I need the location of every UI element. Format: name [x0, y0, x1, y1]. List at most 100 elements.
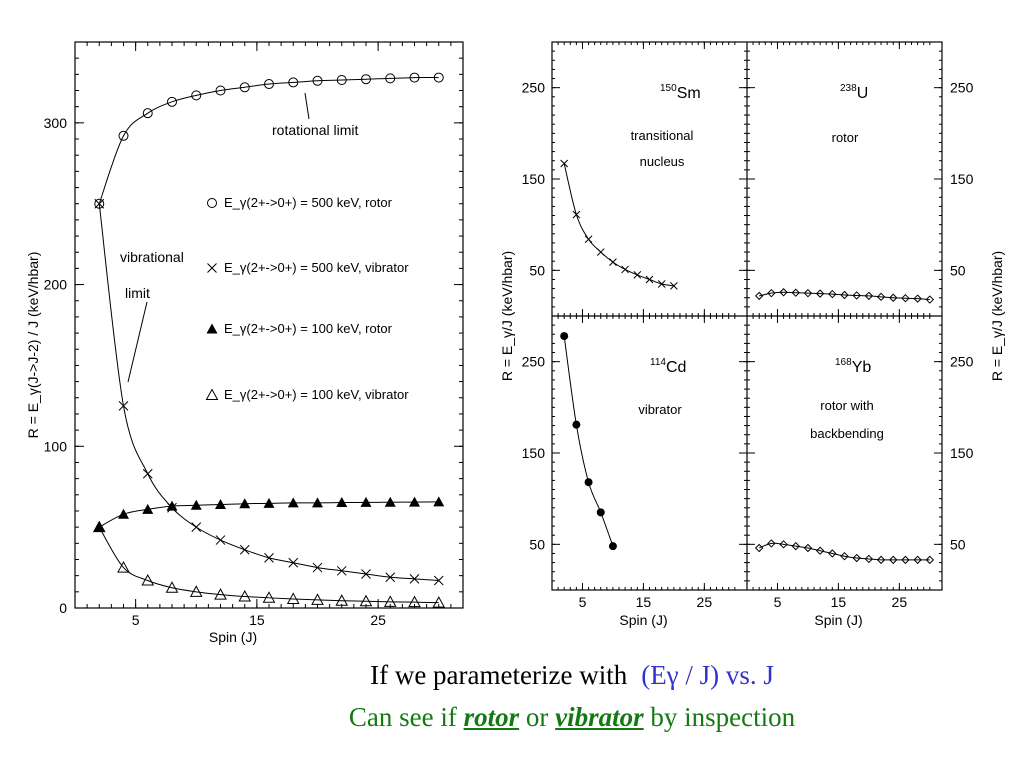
data-point: [852, 553, 861, 563]
data-point: [262, 591, 276, 603]
data-point: [167, 96, 177, 107]
data-point: [876, 292, 886, 302]
legend-label: E_γ(2+->0+) = 100 keV, rotor: [224, 321, 393, 336]
data-point: [925, 295, 935, 304]
data-point: [215, 85, 226, 96]
data-point: [142, 503, 154, 514]
data-point: [117, 561, 130, 573]
nucleus-symbol: Yb: [852, 359, 872, 376]
data-point: [142, 468, 153, 479]
data-point: [767, 539, 776, 548]
caption-text-c: by inspection: [643, 702, 796, 732]
annotation-vibrational: vibrational: [120, 249, 184, 265]
nucleus-mass-number: 168: [835, 357, 852, 368]
data-point: [384, 496, 396, 507]
legend-label: E_γ(2+->0+) = 500 keV, vibrator: [224, 260, 409, 275]
data-point: [779, 540, 788, 549]
data-point: [852, 291, 861, 300]
data-point: [432, 596, 446, 608]
x-tick-label: 5: [774, 594, 782, 610]
data-point: [670, 282, 678, 290]
data-point: [94, 198, 105, 209]
data-point: [901, 293, 910, 303]
series-line: [98, 77, 439, 204]
data-point: [633, 271, 642, 279]
x-axis-label: Spin (J): [814, 612, 862, 628]
nucleus-symbol: Sm: [677, 85, 701, 102]
data-point: [803, 288, 813, 298]
data-point: [385, 73, 396, 84]
data-point: [207, 198, 217, 208]
data-point: [191, 90, 202, 101]
data-point: [754, 291, 764, 301]
series-line: [98, 203, 439, 582]
data-point: [889, 293, 898, 302]
data-point: [409, 72, 420, 83]
panel-description: transitional: [631, 128, 694, 143]
caption-prefix: If we parameterize with: [370, 660, 628, 690]
data-point: [840, 290, 849, 300]
y-tick-label: 150: [522, 445, 546, 461]
data-point: [335, 594, 349, 606]
data-point: [840, 551, 849, 561]
nucleus-mass-number: 150: [660, 83, 677, 94]
data-point: [214, 588, 227, 600]
data-point: [433, 72, 444, 83]
data-point: [608, 542, 617, 551]
data-point: [190, 499, 202, 510]
data-point: [815, 546, 825, 555]
data-point: [913, 294, 922, 303]
data-point: [889, 555, 898, 565]
data-point: [828, 549, 837, 558]
data-point: [264, 79, 274, 90]
data-point: [264, 553, 274, 563]
nucleus-mass-number: 114: [650, 357, 666, 368]
data-point: [239, 82, 250, 93]
x-axis-label: Spin (J): [619, 612, 667, 628]
nucleus-label: 168Yb: [835, 357, 871, 376]
y-tick-label: 100: [44, 438, 68, 454]
panel-description: vibrator: [638, 402, 682, 417]
data-point: [205, 388, 219, 400]
y-tick-label: 300: [44, 115, 68, 131]
data-point: [191, 522, 202, 532]
data-point: [433, 496, 445, 507]
y-tick-label: 250: [950, 354, 974, 370]
y-tick-label: 250: [522, 80, 546, 96]
data-point: [913, 555, 922, 565]
data-point: [118, 508, 129, 519]
y-axis-label: R = E_γ(J->J-2) / J (keV/hbar): [25, 252, 41, 439]
data-point: [166, 500, 178, 511]
data-point: [215, 499, 226, 510]
y-tick-label: 150: [950, 171, 974, 187]
x-tick-label: 25: [370, 612, 386, 628]
data-point: [864, 291, 874, 301]
data-point: [828, 289, 837, 299]
data-point: [288, 557, 299, 568]
data-point: [767, 288, 776, 298]
annotation-pointer: [127, 301, 148, 383]
data-point: [312, 562, 323, 573]
data-point: [385, 572, 396, 583]
data-point: [596, 508, 605, 517]
data-point: [207, 263, 217, 273]
data-point: [901, 555, 910, 565]
data-point: [409, 496, 420, 507]
data-point: [876, 555, 886, 565]
nucleus-mass-number: 238: [840, 83, 857, 94]
data-point: [141, 573, 155, 586]
data-point: [657, 280, 666, 288]
x-tick-label: 25: [892, 594, 908, 610]
x-tick-label: 15: [249, 612, 265, 628]
x-tick-label: 5: [579, 594, 587, 610]
data-point: [560, 159, 569, 168]
data-point: [609, 258, 617, 266]
data-point: [118, 401, 129, 411]
x-tick-label: 5: [132, 612, 140, 628]
y-axis-label-left: R = E_γ/J (keV/hbar): [499, 251, 515, 381]
data-point: [596, 248, 605, 256]
figure: 0 100 200 300 5 15 25 Spin (J) R = E_γ(J->J-2) /…: [25, 41, 1005, 645]
data-point: [239, 544, 250, 555]
caption-text-b: or: [519, 702, 556, 732]
